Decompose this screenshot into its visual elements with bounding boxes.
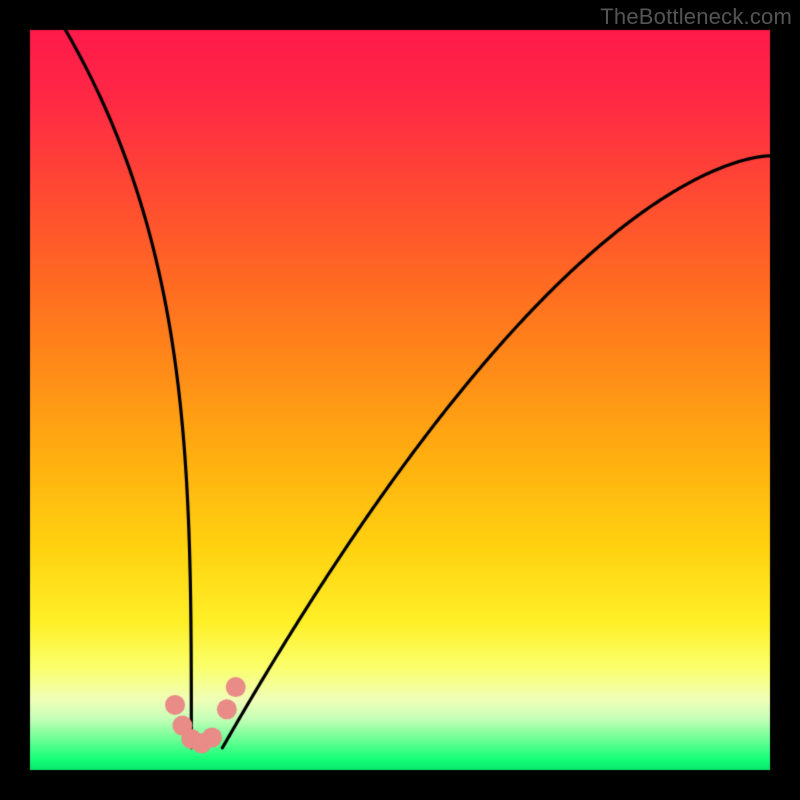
bottleneck-chart-canvas	[0, 0, 800, 800]
chart-container: TheBottleneck.com	[0, 0, 800, 800]
watermark-text: TheBottleneck.com	[600, 4, 792, 30]
